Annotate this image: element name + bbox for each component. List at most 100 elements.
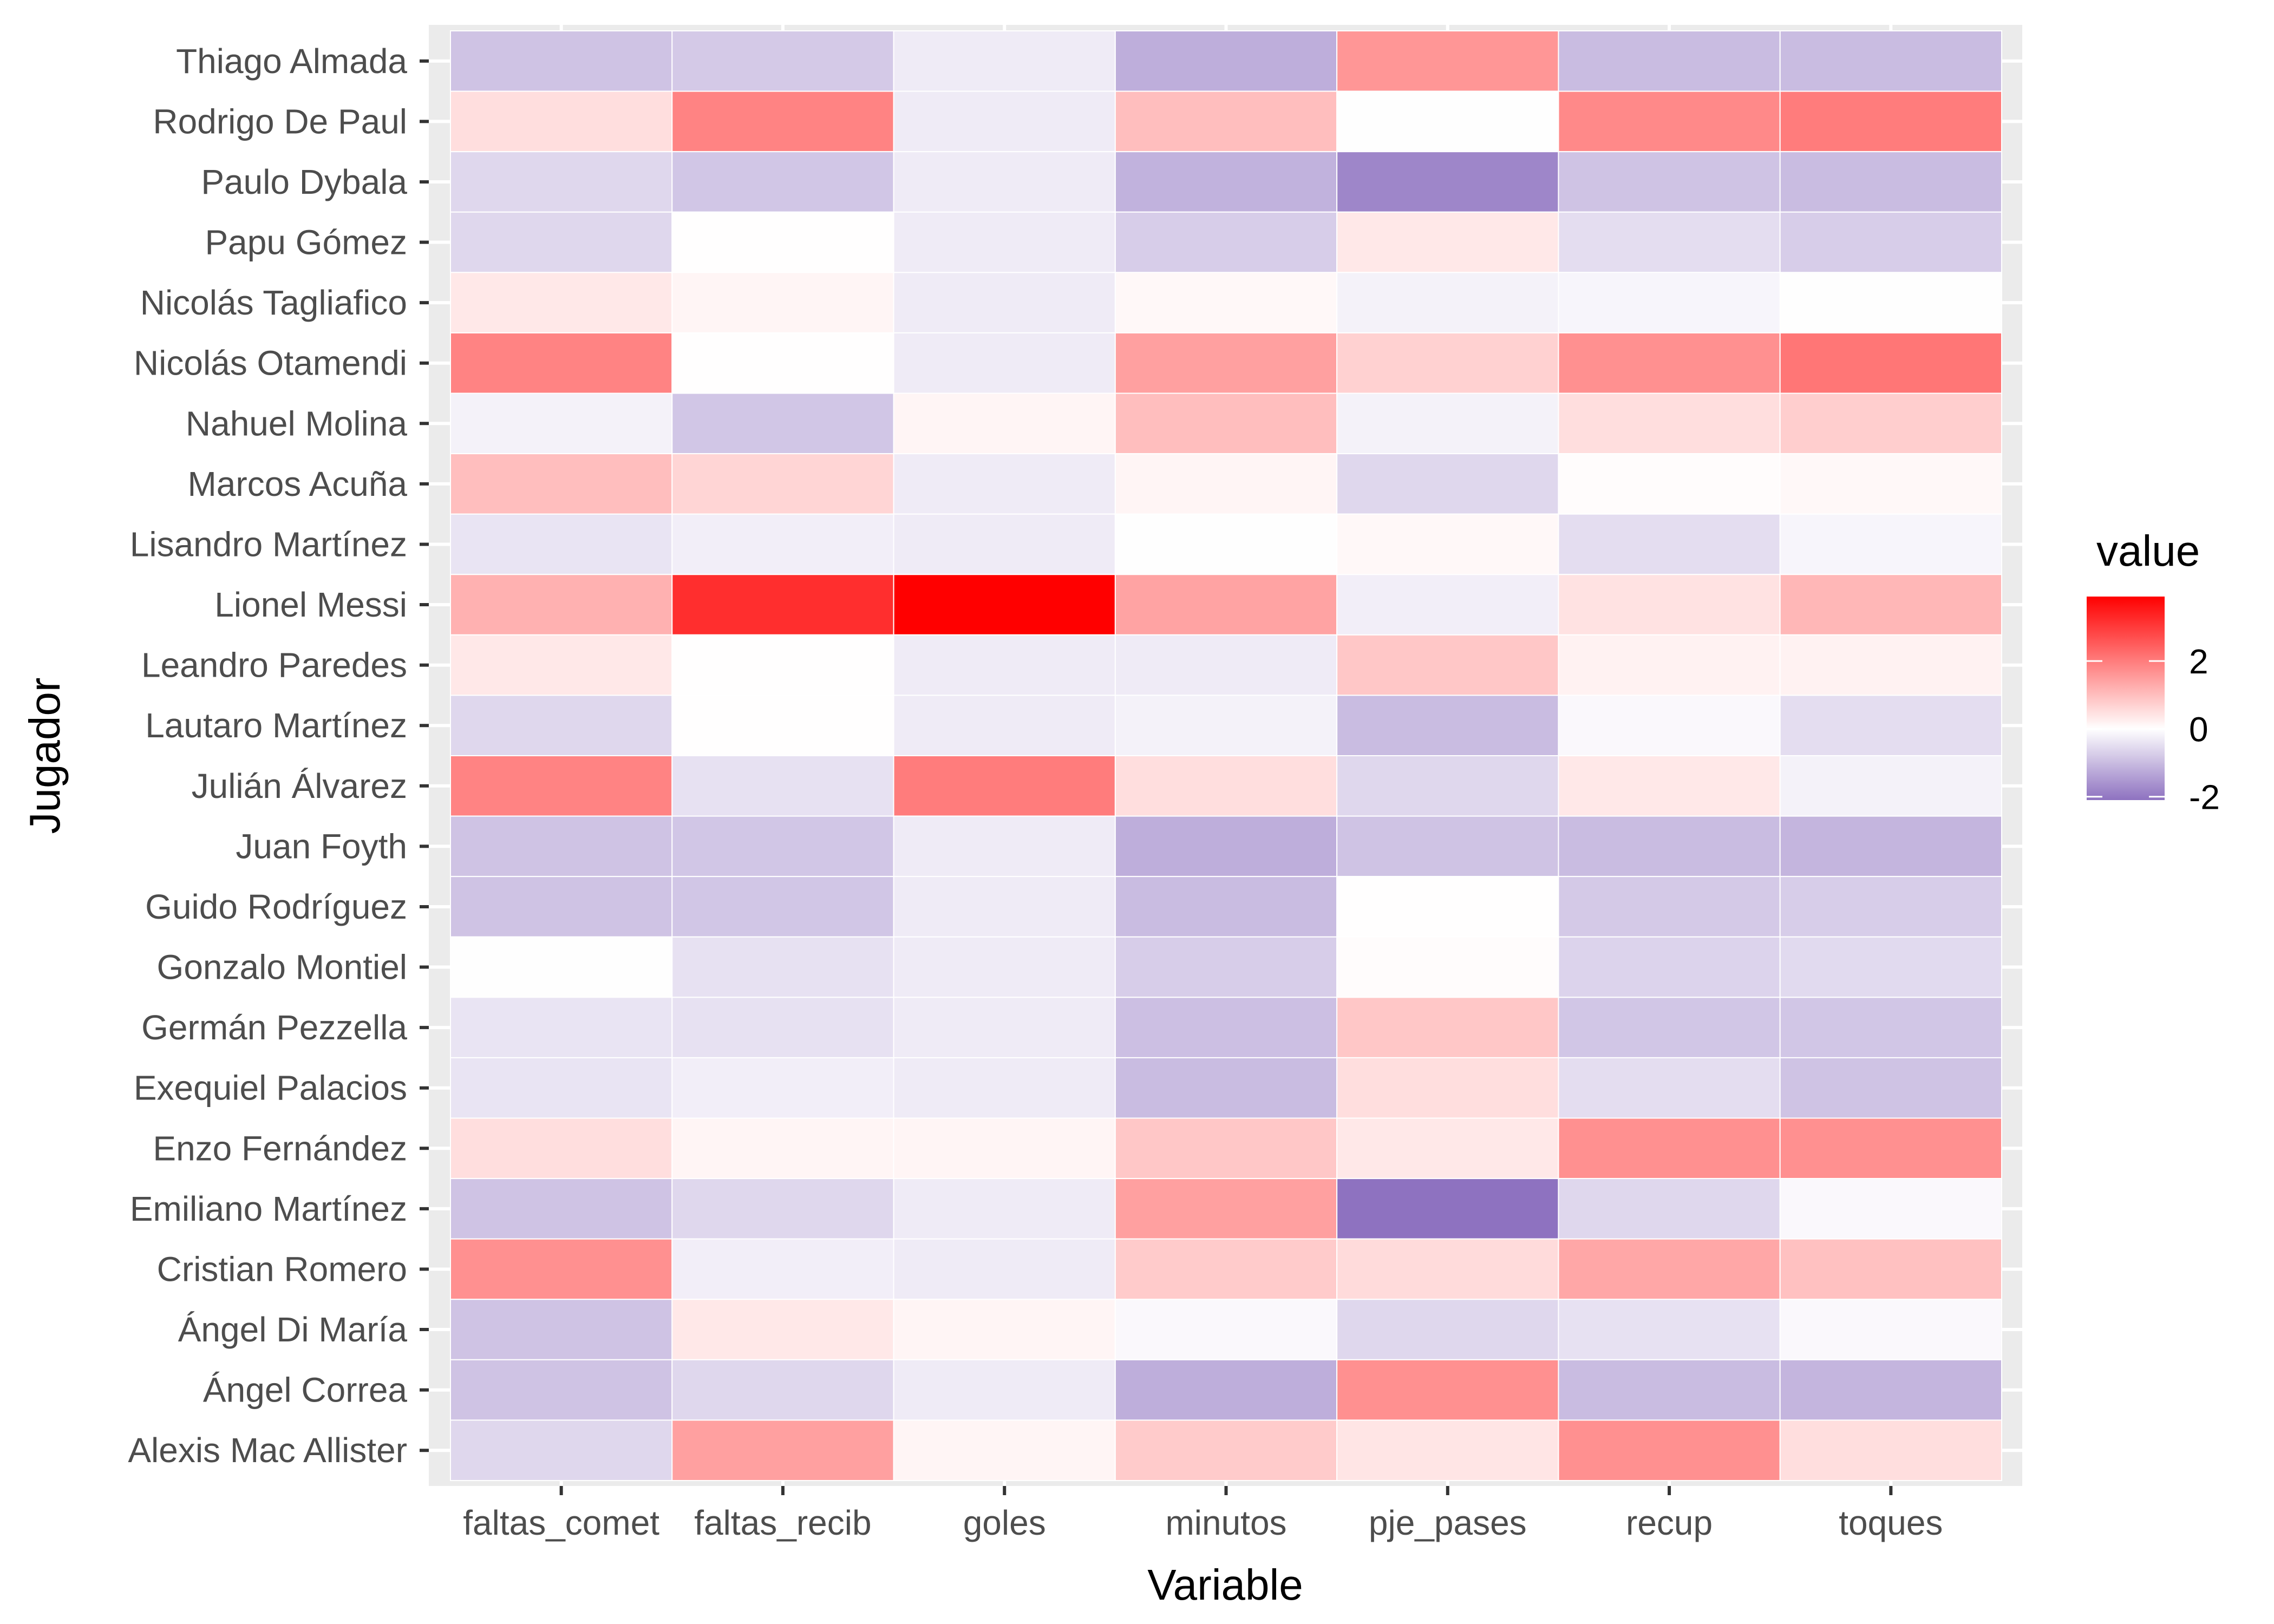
heatmap-cell xyxy=(1558,574,1781,636)
heatmap-cell xyxy=(893,574,1116,636)
heatmap-cell xyxy=(1336,1057,1559,1119)
heatmap-cell xyxy=(1114,272,1338,333)
heatmap-cell xyxy=(893,1057,1116,1119)
y-tick-label: Paulo Dybala xyxy=(201,162,407,201)
heatmap-cell xyxy=(671,574,894,636)
heatmap-cell xyxy=(1779,815,2003,878)
heatmap-cell xyxy=(1336,574,1559,636)
heatmap-cell xyxy=(893,151,1116,213)
heatmap-cell xyxy=(1558,815,1781,878)
heatmap-cell xyxy=(1114,876,1338,938)
x-tick-label: toques xyxy=(1839,1503,1943,1542)
y-tick-label: Guido Rodríguez xyxy=(145,887,407,926)
heatmap-cell xyxy=(671,30,894,92)
heatmap-cell xyxy=(1779,151,2003,213)
heatmap-cell xyxy=(1558,332,1781,394)
y-tick-label: Alexis Mac Allister xyxy=(128,1431,407,1470)
heatmap-cell xyxy=(1558,1057,1781,1119)
heatmap-cell xyxy=(450,876,673,938)
heatmap-cell xyxy=(1336,272,1559,333)
heatmap-cell xyxy=(1558,453,1781,515)
heatmap-cell xyxy=(1558,513,1781,575)
heatmap-cell xyxy=(450,513,673,575)
heatmap-cell xyxy=(1558,1117,1781,1180)
heatmap-cell xyxy=(893,211,1116,273)
heatmap-cell xyxy=(1336,1238,1559,1300)
heatmap-cell xyxy=(450,574,673,636)
heatmap-cell xyxy=(1558,1419,1781,1482)
heatmap-cell xyxy=(1336,1419,1559,1482)
heatmap-cell xyxy=(1336,151,1559,213)
heatmap-cell xyxy=(1779,1057,2003,1119)
y-tick-label: Gonzalo Montiel xyxy=(157,948,407,987)
heatmap-cell xyxy=(450,936,673,998)
legend-tick-label: -2 xyxy=(2189,778,2220,817)
heatmap-cell xyxy=(893,755,1116,817)
heatmap-cell xyxy=(450,90,673,153)
heatmap-cell xyxy=(893,1359,1116,1421)
y-tick-label: Thiago Almada xyxy=(176,42,407,81)
heatmap-cell xyxy=(450,1419,673,1482)
heatmap-cell xyxy=(1114,1299,1338,1360)
legend-colorbar xyxy=(2087,597,2165,800)
heatmap-cell xyxy=(1779,30,2003,92)
y-tick-label: Emiliano Martínez xyxy=(130,1189,407,1228)
heatmap-cell xyxy=(893,876,1116,938)
x-axis-ticks: faltas_comet faltas_recib goles minutos pje_… xyxy=(463,1486,1943,1542)
heatmap-cell xyxy=(1114,1419,1338,1482)
y-tick-label: Rodrigo De Paul xyxy=(153,102,407,141)
heatmap-cell xyxy=(1558,1359,1781,1421)
heatmap-cell xyxy=(450,453,673,515)
heatmap-cell xyxy=(671,997,894,1058)
heatmap-cell xyxy=(450,272,673,333)
heatmap-cell xyxy=(893,1238,1116,1300)
heatmap-cell xyxy=(1336,997,1559,1058)
heatmap-cell xyxy=(893,1419,1116,1482)
heatmap-cell xyxy=(1336,755,1559,817)
heatmap-cell xyxy=(1114,211,1338,273)
heatmap-cell xyxy=(1779,1238,2003,1300)
heatmap-cell xyxy=(671,332,894,394)
heatmap-cell xyxy=(1336,1178,1559,1240)
heatmap-cell xyxy=(1558,90,1781,153)
heatmap-cell xyxy=(1114,1178,1338,1240)
heatmap-cell xyxy=(1779,997,2003,1058)
y-tick-label: Nicolás Tagliafico xyxy=(140,283,407,322)
heatmap-cell xyxy=(1114,936,1338,998)
x-tick-label: pje_pases xyxy=(1369,1503,1527,1542)
heatmap-cell xyxy=(1779,1359,2003,1421)
x-tick-label: minutos xyxy=(1165,1503,1286,1542)
heatmap-cell xyxy=(893,1178,1116,1240)
heatmap-cell xyxy=(1779,1299,2003,1360)
heatmap-cell xyxy=(1114,1117,1338,1180)
heatmap-cell xyxy=(893,272,1116,333)
heatmap-cell xyxy=(1336,634,1559,696)
heatmap-cell xyxy=(1779,755,2003,817)
heatmap-cell xyxy=(893,997,1116,1058)
heatmap-cell xyxy=(1336,453,1559,515)
heatmap-cell xyxy=(893,90,1116,153)
heatmap-cell xyxy=(671,1057,894,1119)
heatmap-cell xyxy=(1779,453,2003,515)
heatmap-cell xyxy=(893,815,1116,878)
heatmap-cell xyxy=(1558,1299,1781,1360)
x-tick-label: recup xyxy=(1626,1503,1713,1542)
heatmap-cell xyxy=(1114,392,1338,455)
heatmap-cell xyxy=(1114,453,1338,515)
heatmap-cell xyxy=(1336,90,1559,153)
heatmap-cell xyxy=(1114,695,1338,756)
y-tick-label: Exequiel Palacios xyxy=(134,1069,407,1108)
heatmap-cell xyxy=(1558,634,1781,696)
heatmap-cell xyxy=(450,815,673,878)
y-tick-label: Enzo Fernández xyxy=(153,1129,407,1168)
heatmap-cell xyxy=(1114,1359,1338,1421)
heatmap-cell xyxy=(671,1419,894,1482)
heatmap-cell xyxy=(893,30,1116,92)
legend-ticks: 2 0 -2 xyxy=(2087,642,2220,817)
y-tick-label: Julián Álvarez xyxy=(192,767,407,806)
heatmap-cell xyxy=(1114,513,1338,575)
heatmap-cell xyxy=(893,332,1116,394)
heatmap-cell xyxy=(1114,755,1338,817)
heatmap-cell xyxy=(893,695,1116,756)
